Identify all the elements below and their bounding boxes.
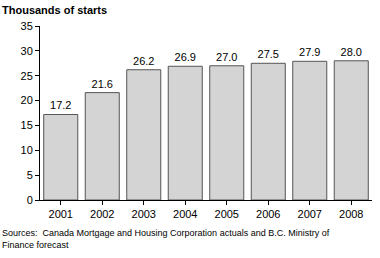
svg-text:27.5: 27.5 [258,48,279,60]
svg-text:Thousands of starts: Thousands of starts [2,4,107,16]
svg-text:10: 10 [21,144,33,156]
svg-text:21.6: 21.6 [92,78,113,90]
svg-text:5: 5 [27,169,33,181]
svg-text:2006: 2006 [256,208,280,220]
svg-text:2001: 2001 [49,208,73,220]
svg-text:27.0: 27.0 [216,51,237,63]
svg-text:26.9: 26.9 [175,51,196,63]
svg-text:2003: 2003 [132,208,156,220]
svg-text:2008: 2008 [339,208,363,220]
svg-text:2002: 2002 [90,208,114,220]
svg-text:17.2: 17.2 [50,99,71,111]
svg-text:Sources: Canada Mortgage and: Sources: Canada Mortgage and Housing Cor… [2,228,330,250]
svg-text:2007: 2007 [298,208,322,220]
svg-text:35: 35 [21,20,33,32]
svg-text:27.9: 27.9 [299,46,320,58]
svg-text:20: 20 [21,94,33,106]
svg-text:26.2: 26.2 [133,55,154,67]
svg-text:2004: 2004 [173,208,197,220]
svg-text:2005: 2005 [215,208,239,220]
svg-text:0: 0 [27,194,33,206]
svg-text:30: 30 [21,45,33,57]
svg-text:28.0: 28.0 [341,46,362,58]
svg-text:25: 25 [21,70,33,82]
svg-text:15: 15 [21,119,33,131]
